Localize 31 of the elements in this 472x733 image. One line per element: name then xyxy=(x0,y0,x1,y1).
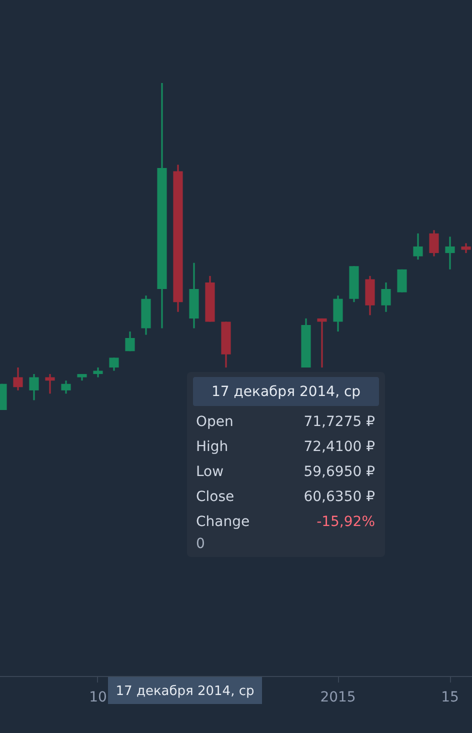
text: Low xyxy=(196,464,224,480)
candlestick xyxy=(45,373,55,394)
text: Change xyxy=(196,514,250,530)
candlestick xyxy=(461,242,471,254)
candlestick xyxy=(381,282,391,313)
candlestick xyxy=(397,268,407,294)
text: 71,7275 ₽ xyxy=(304,414,376,430)
text: -15,92% xyxy=(316,514,375,530)
candlestick xyxy=(13,366,23,392)
candlestick xyxy=(93,366,103,378)
text: High xyxy=(196,439,228,455)
text: 72,4100 ₽ xyxy=(304,439,376,455)
candlestick xyxy=(333,294,343,332)
text: 59,6950 ₽ xyxy=(304,464,376,480)
text: Close xyxy=(196,489,234,505)
candlestick xyxy=(429,229,439,258)
candlestick xyxy=(29,373,39,401)
candlestick xyxy=(61,380,71,394)
text: 0 xyxy=(196,536,205,552)
candlestick xyxy=(109,356,119,372)
candlestick xyxy=(317,318,327,368)
candlestick xyxy=(125,330,135,352)
candlestick xyxy=(413,232,423,260)
text: Open xyxy=(196,414,234,430)
x-tick-label: 15 xyxy=(441,690,459,706)
text: 60,6350 ₽ xyxy=(304,489,376,505)
annotation: 17 декабря 2014, ср xyxy=(211,384,361,400)
text: 17 декабря 2014, ср xyxy=(116,684,254,699)
x-tick-label: 2015 xyxy=(320,690,356,706)
x-tick-label: 10 xyxy=(89,690,107,706)
candlestick xyxy=(445,236,455,270)
